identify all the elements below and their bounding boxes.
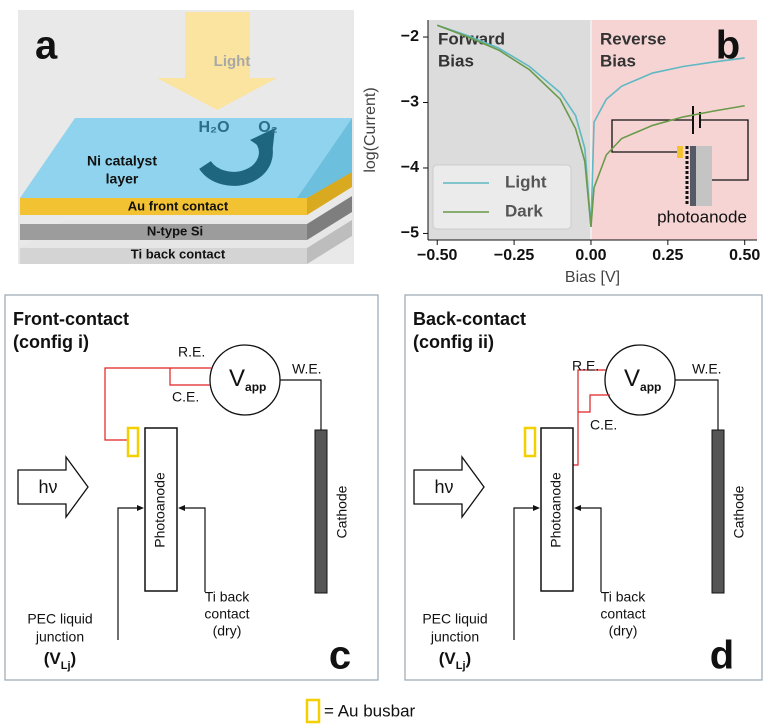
legend-label: Dark: [505, 201, 543, 220]
region-label: Bias: [438, 51, 474, 70]
x-tick-label: −0.25: [494, 247, 535, 264]
re-label: R.E.: [572, 358, 599, 374]
vlj-end: ): [71, 649, 77, 668]
back-contact-label: contact: [204, 606, 249, 622]
arrow-head: [178, 505, 185, 511]
back-contact-label: contact: [600, 606, 645, 622]
ni-layer-label: Ni catalyst: [87, 153, 157, 169]
wire-ce: [170, 368, 210, 385]
vlj-main: (V: [439, 649, 457, 668]
si-layer-label: N-type Si: [147, 223, 203, 238]
region-label: Bias: [600, 51, 636, 70]
x-tick-label: −0.50: [417, 247, 458, 264]
region-label: Reverse: [600, 29, 666, 48]
x-tick-label: 0.50: [729, 247, 760, 264]
re-label: R.E.: [178, 344, 205, 360]
vlj-label: (VLj): [439, 649, 471, 671]
x-axis-label: Bias [V]: [565, 269, 620, 286]
hv-label: hν: [434, 477, 453, 497]
vapp-sub: app: [245, 380, 266, 394]
junction-pointer: [118, 508, 142, 640]
arrow-head: [137, 505, 144, 511]
inset-busbar: [677, 146, 683, 158]
wire-we: [280, 380, 321, 430]
junction-pointer: [514, 508, 538, 640]
panel-letter: d: [710, 634, 734, 678]
back-contact-label: (dry): [213, 623, 242, 639]
arrow-head: [574, 505, 581, 511]
y-axis-label: log(Current): [362, 87, 379, 172]
ti-layer-label: Ti back contact: [131, 246, 226, 261]
y-tick-label: −2: [401, 28, 419, 45]
ce-label: C.E.: [172, 389, 199, 405]
junction-label: PEC liquid: [27, 611, 92, 627]
legend-box: [433, 165, 571, 229]
junction-label: junction: [35, 629, 84, 645]
ni-layer-top: [20, 118, 352, 198]
panel-letter: c: [329, 634, 351, 678]
photoanode-label: Photoanode: [548, 472, 564, 548]
junction-label: junction: [430, 629, 479, 645]
panel-title: Front-contact: [13, 309, 129, 329]
y-tick-label: −4: [401, 159, 419, 176]
vapp-sub: app: [640, 380, 661, 394]
inset-back: [696, 146, 712, 206]
panel-letter: a: [35, 24, 58, 68]
ni-layer-label: layer: [106, 171, 139, 187]
au-layer-label: Au front contact: [128, 198, 229, 213]
back-contact-label: Ti back: [205, 589, 251, 605]
inset-anode: [690, 146, 696, 206]
panel-title: (config ii): [413, 332, 494, 352]
ce-label: C.E.: [590, 417, 617, 433]
figure: a Light H₂O O₂ Ni catalyst layer Au fron…: [0, 0, 770, 728]
h2o-label: H₂O: [198, 119, 229, 136]
y-tick-label: −3: [401, 94, 419, 111]
junction-label: PEC liquid: [422, 611, 487, 627]
legend-label: Light: [505, 172, 547, 191]
vlj-main: (V: [44, 649, 62, 668]
vapp-main: V: [624, 365, 640, 392]
cathode: [315, 430, 327, 593]
vlj-sub: Lj: [456, 660, 466, 672]
panel-title: Back-contact: [413, 309, 526, 329]
y-tick-label: −5: [401, 225, 419, 242]
au-busbar: [128, 428, 138, 456]
back-contact-label: Ti back: [601, 589, 647, 605]
cathode-label: Cathode: [731, 485, 747, 538]
vlj-end: ): [466, 649, 472, 668]
inset-label: photoanode: [657, 207, 747, 226]
vlj-sub: Lj: [61, 660, 71, 672]
panel-c: Front-contact (config i) Vapp R.E. C.E. W.E. P…: [5, 295, 378, 680]
busbar-legend: = Au busbar: [324, 701, 416, 720]
panel-a: a Light H₂O O₂ Ni catalyst layer Au fron…: [18, 10, 354, 264]
au-busbar: [525, 428, 535, 456]
hv-label: hν: [38, 477, 57, 497]
panel-d: Back-contact (config ii) Vapp R.E. C.E. W.E. P…: [405, 295, 762, 680]
light-label: Light: [214, 53, 251, 70]
x-tick-label: 0.25: [652, 247, 683, 264]
arrow-head: [533, 505, 540, 511]
vlj-label: (VLj): [44, 649, 76, 671]
cathode: [712, 430, 724, 593]
cathode-label: Cathode: [334, 485, 350, 538]
we-label: W.E.: [292, 361, 322, 377]
panel-title: (config i): [13, 332, 89, 352]
wire-ce: [578, 395, 610, 412]
x-tick-label: 0.00: [575, 247, 606, 264]
vapp-main: V: [229, 365, 245, 392]
photoanode-label: Photoanode: [152, 472, 168, 548]
back-contact-label: (dry): [609, 623, 638, 639]
we-label: W.E.: [692, 361, 722, 377]
busbar-key: [307, 700, 319, 722]
back-pointer: [576, 508, 601, 592]
back-pointer: [180, 508, 205, 592]
o2-label: O₂: [258, 119, 278, 136]
wire-we: [675, 380, 718, 430]
